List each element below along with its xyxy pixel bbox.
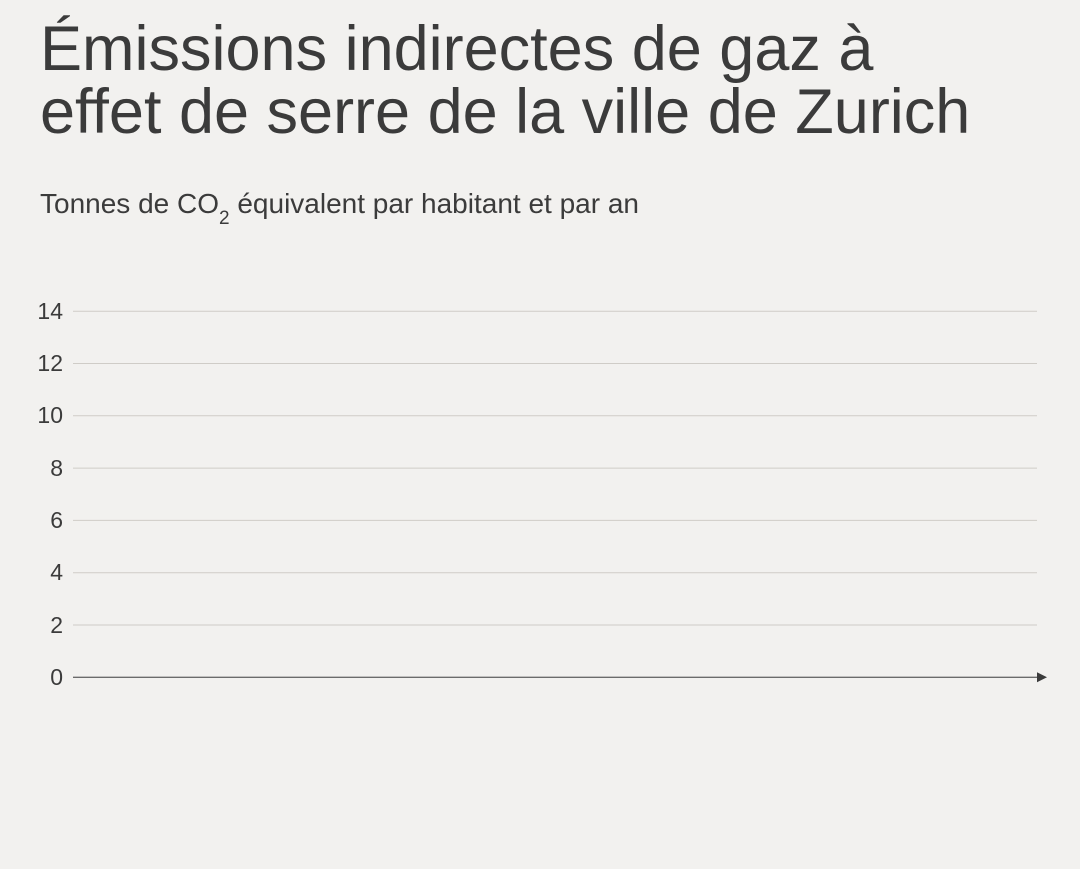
svg-text:0: 0 <box>50 664 63 690</box>
svg-text:14: 14 <box>37 298 63 324</box>
svg-text:12: 12 <box>37 350 63 376</box>
svg-text:4: 4 <box>50 559 63 585</box>
svg-text:8: 8 <box>50 455 63 481</box>
svg-text:10: 10 <box>37 402 63 428</box>
svg-text:2: 2 <box>50 612 63 638</box>
svg-text:6: 6 <box>50 507 63 533</box>
